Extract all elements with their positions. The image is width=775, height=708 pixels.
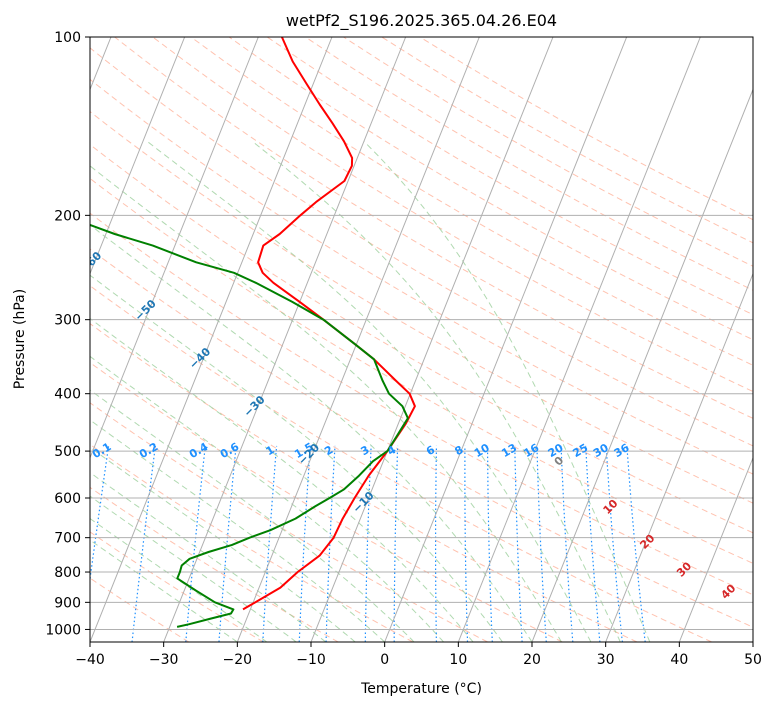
y-tick-label: 700 (54, 531, 81, 547)
y-tick-label: 100 (54, 30, 81, 46)
mixing-ratio-line (262, 445, 278, 642)
x-tick-label: −20 (223, 652, 253, 668)
plot-frame (89, 36, 754, 643)
isotherm-line (310, 37, 554, 642)
chart-title: wetPf2_S196.2025.365.04.26.E04 (286, 11, 557, 31)
y-tick-label: 1000 (45, 622, 81, 638)
isotherm-line (531, 88, 753, 642)
dry-adiabat (305, 37, 753, 291)
x-tick-label: 10 (449, 652, 467, 668)
dry-adiabat (90, 285, 712, 642)
x-tick-label: −10 (296, 652, 326, 668)
mixing-ratio-line (325, 445, 336, 642)
mixing-ratio-line (185, 445, 206, 642)
y-axis-label: Pressure (hPa) (12, 289, 28, 389)
mixing-ratio-line (514, 445, 523, 642)
dry-adiabat (90, 323, 638, 642)
mixing-ratio-line (435, 445, 437, 642)
isotherm-line (163, 37, 407, 642)
mixing-ratio-line (364, 445, 372, 642)
mixing-ratio-line (560, 445, 574, 642)
dry-adiabat (114, 37, 753, 419)
mixing-ratio-line (90, 445, 110, 584)
axes: −40 −30 −20 −10 0 10 20 30 40 50 100 200 300 400 500 60… (45, 30, 762, 668)
y-tick-label: 200 (54, 208, 81, 224)
dry-adiabat (152, 37, 753, 393)
isotherm-line (457, 37, 701, 642)
y-tick-label: 500 (54, 444, 81, 460)
dry-adiabat (90, 143, 753, 534)
data-series (90, 37, 416, 628)
isotherm-lines (90, 37, 753, 642)
y-tick-label: 600 (54, 491, 81, 507)
x-tick-label: 40 (670, 652, 688, 668)
mixing-ratio-line (626, 445, 646, 642)
x-tick-label: 50 (744, 652, 762, 668)
dry-adiabat (90, 361, 563, 642)
dewpoint-profile-line (90, 223, 409, 628)
mixing-ratio-line (298, 445, 311, 642)
mixing-ratio-line (536, 445, 547, 642)
isotherm-line (678, 456, 753, 642)
dry-adiabat (90, 486, 339, 642)
isotherm-line (90, 37, 259, 460)
x-tick-label: 0 (380, 652, 389, 668)
x-axis-label: Temperature (°C) (360, 681, 482, 697)
dry-adiabat (90, 402, 488, 642)
x-tick-label: −30 (149, 652, 179, 668)
dry-adiabat (90, 248, 753, 628)
temperature-profile-line (242, 37, 416, 611)
y-tick-label: 300 (54, 313, 81, 329)
mixing-ratio-line (487, 445, 493, 642)
x-tick-label: 30 (597, 652, 615, 668)
pressure-gridlines (90, 37, 753, 630)
mixing-ratio-lines (90, 445, 646, 642)
isotherm-line (605, 272, 753, 642)
x-tick-label: 20 (523, 652, 541, 668)
dry-adiabat (266, 37, 753, 316)
isotherm-line (236, 37, 480, 642)
y-tick-label: 800 (54, 565, 81, 581)
mixing-ratio-line (605, 445, 623, 642)
mixing-ratio-line (585, 445, 601, 642)
dry-adiabat (90, 531, 264, 642)
mixing-ratio-line (131, 445, 156, 642)
y-tick-label: 400 (54, 387, 81, 403)
dry-adiabat (90, 212, 753, 596)
isotherm-line (384, 37, 628, 642)
mixing-ratio-line (218, 445, 237, 642)
x-tick-label: −40 (75, 652, 105, 668)
y-tick-label: 900 (54, 595, 81, 611)
isotherm-line (90, 37, 186, 276)
isotherm-line (90, 37, 333, 642)
mixing-ratio-line (464, 445, 469, 642)
dry-adiabat (90, 110, 753, 504)
